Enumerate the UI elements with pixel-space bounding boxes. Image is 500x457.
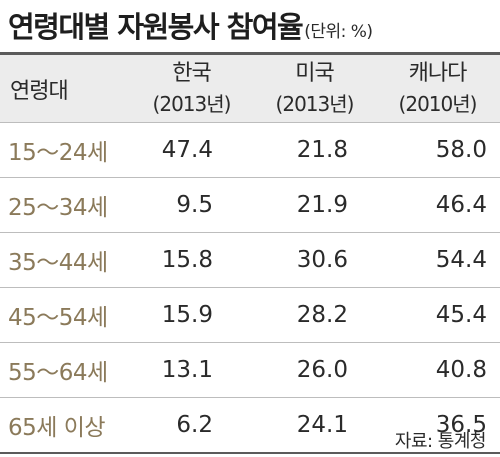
cell-canada: 46.4 [435, 192, 487, 218]
header-korea: 한국 (2013년) [130, 59, 253, 119]
row-age-label: 65세 이상 [8, 415, 106, 441]
table-bottom-rule [0, 452, 500, 454]
table-row: 55～64세 13.1 26.0 40.8 [0, 342, 500, 397]
cell-canada: 54.4 [435, 247, 487, 273]
cell-canada: 58.0 [435, 137, 487, 163]
title-row: 연령대별 자원봉사 참여율 (단위: %) [8, 4, 373, 48]
cell-korea: 47.4 [161, 137, 213, 163]
cell-usa: 21.8 [296, 137, 348, 163]
cell-korea: 6.2 [176, 412, 213, 438]
header-korea-year: (2013년) [152, 91, 232, 116]
page-title: 연령대별 자원봉사 참여율 [8, 10, 304, 44]
header-canada: 캐나다 (2010년) [376, 59, 499, 119]
row-age-label: 25～34세 [8, 195, 108, 221]
cell-canada: 45.4 [435, 302, 487, 328]
header-usa-country: 미국 [295, 60, 334, 86]
header-canada-year: (2010년) [398, 91, 478, 116]
row-age-label: 55～64세 [8, 360, 108, 386]
participation-table: 연령대 한국 (2013년) 미국 (2013년) 캐나다 (2010년) 15… [0, 52, 500, 454]
table-row: 65세 이상 6.2 24.1 36.5 [0, 397, 500, 452]
cell-korea: 13.1 [161, 357, 213, 383]
table-row: 35～44세 15.8 30.6 54.4 [0, 232, 500, 287]
cell-canada: 36.5 [435, 412, 487, 438]
table-row: 25～34세 9.5 21.9 46.4 [0, 177, 500, 232]
table-header: 연령대 한국 (2013년) 미국 (2013년) 캐나다 (2010년) [0, 52, 500, 122]
source-note: 자료: 통계청 [394, 431, 487, 452]
cell-usa: 26.0 [296, 357, 348, 383]
cell-canada: 40.8 [435, 357, 487, 383]
header-usa: 미국 (2013년) [253, 59, 376, 119]
cell-usa: 24.1 [296, 412, 348, 438]
header-canada-country: 캐나다 [408, 60, 468, 86]
cell-korea: 15.8 [161, 247, 213, 273]
header-age-group: 연령대 [10, 78, 69, 104]
unit-label: (단위: %) [304, 22, 373, 42]
cell-usa: 21.9 [296, 192, 348, 218]
cell-usa: 28.2 [296, 302, 348, 328]
row-age-label: 45～54세 [8, 305, 108, 331]
cell-korea: 15.9 [161, 302, 213, 328]
cell-usa: 30.6 [296, 247, 348, 273]
table-row: 45～54세 15.9 28.2 45.4 [0, 287, 500, 342]
row-age-label: 15～24세 [8, 140, 108, 166]
table-row: 15～24세 47.4 21.8 58.0 [0, 122, 500, 177]
header-korea-country: 한국 [172, 60, 211, 86]
row-age-label: 35～44세 [8, 250, 108, 276]
header-usa-year: (2013년) [275, 91, 355, 116]
cell-korea: 9.5 [176, 192, 213, 218]
